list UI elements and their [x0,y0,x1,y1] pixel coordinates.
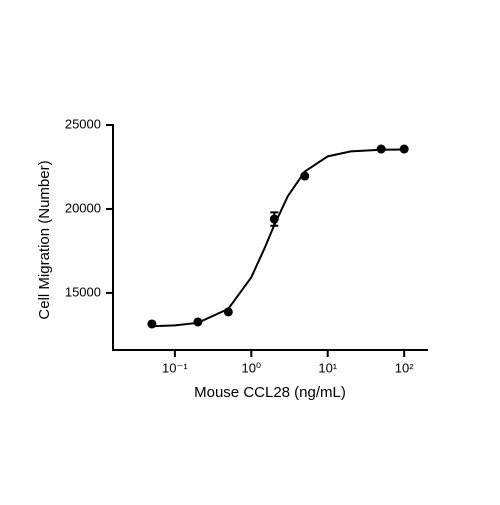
x-tick-label: 10⁻¹ [162,360,188,375]
x-tick-label: 10² [395,360,414,375]
data-point [193,317,203,327]
data-point [269,214,279,224]
x-tick-label: 10¹ [318,360,337,375]
data-point [223,307,233,317]
x-tick-label: 10⁰ [241,360,261,375]
y-axis-title: Cell Migration (Number) [36,160,53,319]
y-tick-label: 25000 [65,116,101,131]
y-tick-label: 20000 [65,200,101,215]
data-point [376,144,386,154]
fit-curve [151,148,405,328]
y-tick-label: 15000 [65,284,101,299]
x-axis-title: Mouse CCL28 (ng/mL) [194,384,346,401]
data-point [147,319,157,329]
data-point [300,171,310,181]
data-point [399,144,409,154]
